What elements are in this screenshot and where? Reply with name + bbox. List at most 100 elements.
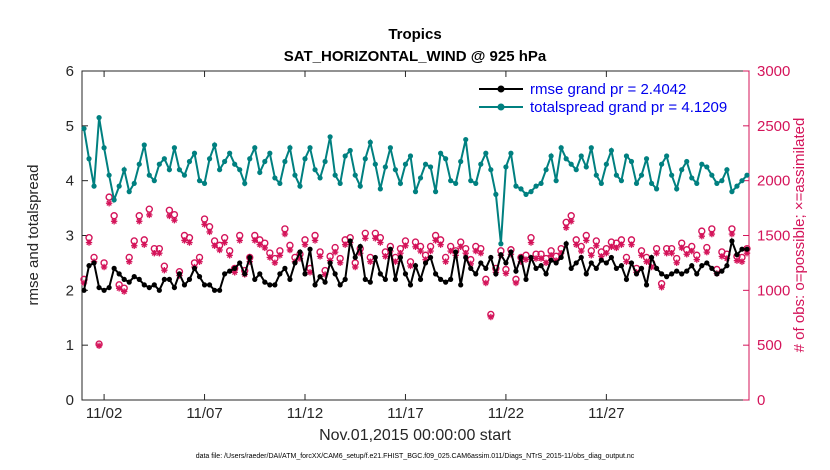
rmse-point: [96, 284, 102, 291]
rmse-point: [613, 265, 620, 271]
totalspread-point: [448, 178, 454, 184]
rmse-point: [126, 279, 132, 285]
obs-assimilated-point: [110, 218, 118, 225]
obs-assimilated-point: [562, 224, 570, 231]
totalspread-point: [689, 175, 695, 181]
obs-assimilated-point: [85, 239, 93, 246]
rmse-point: [543, 271, 549, 277]
obs-assimilated-point: [105, 200, 113, 207]
obs-assimilated-point: [316, 253, 324, 260]
totalspread-point: [679, 167, 685, 173]
rmse-point: [588, 260, 594, 266]
totalspread-point: [578, 153, 584, 159]
rmse-point: [327, 260, 333, 266]
totalspread-point: [427, 164, 434, 170]
totalspread-point: [297, 183, 303, 189]
obs-assimilated-point: [482, 279, 490, 287]
rmse-point: [432, 271, 439, 277]
totalspread-point: [377, 186, 383, 192]
legend-totalspread-label: totalspread grand pr = 4.1209: [530, 99, 727, 116]
rmse-point: [317, 274, 323, 280]
totalspread-point: [598, 180, 604, 187]
chart-subtitle: SAT_HORIZONTAL_WIND @ 925 hPa: [284, 48, 547, 65]
rmse-point: [468, 265, 474, 271]
totalspread-point: [337, 180, 343, 187]
totalspread-point: [488, 167, 494, 173]
rmse-point: [704, 260, 710, 266]
rmse-point: [166, 276, 172, 282]
rmse-point: [694, 271, 700, 277]
rmse-point: [633, 271, 640, 277]
rmse-point: [121, 276, 127, 282]
y-right-tick-label: 2500: [757, 118, 790, 135]
obs-assimilated-point: [708, 230, 716, 238]
rmse-point: [473, 271, 479, 277]
rmse-point: [523, 276, 529, 282]
obs-assimilated-point: [477, 250, 484, 257]
rmse-point: [618, 263, 625, 269]
totalspread-point: [156, 161, 162, 167]
rmse-point: [438, 276, 444, 282]
totalspread-point: [327, 134, 333, 140]
totalspread-point: [694, 180, 700, 187]
obs-assimilated-point: [186, 239, 193, 246]
obs-assimilated-point: [281, 230, 289, 238]
totalspread-point: [292, 172, 298, 178]
rmse-point: [669, 271, 675, 277]
totalspread-point: [136, 161, 142, 167]
obs-assimilated-point: [688, 247, 695, 255]
obs-assimilated-point: [382, 253, 389, 260]
obs-assimilated-point: [628, 241, 635, 248]
obs-assimilated-point: [442, 258, 449, 265]
y-left-axis: 0 1 2 3 4 5 6: [66, 63, 88, 409]
rmse-point: [111, 265, 117, 271]
totalspread-point: [126, 189, 132, 195]
totalspread-point: [206, 156, 213, 162]
totalspread-point: [648, 180, 655, 187]
totalspread-point: [453, 180, 459, 187]
totalspread-point: [342, 153, 348, 159]
totalspread-point: [699, 161, 705, 167]
obs-assimilated-point: [588, 252, 595, 259]
rmse-point: [252, 276, 258, 282]
rmse-point: [548, 257, 554, 263]
rmse-point: [141, 282, 147, 288]
rmse-point: [186, 276, 193, 282]
rmse-point: [257, 271, 263, 277]
obs-assimilated-point: [658, 284, 665, 291]
totalspread-point: [669, 172, 675, 178]
totalspread-point: [151, 178, 157, 184]
y-right-tick-label: 1500: [757, 228, 790, 245]
totalspread-point: [272, 175, 278, 181]
totalspread-point: [638, 172, 645, 178]
rmse-point: [262, 279, 268, 285]
totalspread-point: [734, 183, 740, 189]
rmse-point: [558, 254, 564, 261]
obs-assimilated-point: [668, 250, 675, 257]
totalspread-point: [91, 183, 97, 189]
chart-title: Tropics: [388, 26, 441, 43]
y-right-axis: 0 500 1000 1500 2000 2500 3000: [743, 63, 790, 409]
totalspread-point: [191, 150, 198, 156]
rmse-point: [734, 252, 740, 258]
obs-assimilated-point: [301, 241, 309, 248]
rmse-point: [518, 254, 524, 261]
rmse-point: [136, 276, 142, 282]
totalspread-point: [131, 180, 137, 187]
obs-assimilated-point: [683, 251, 690, 258]
rmse-point: [427, 254, 434, 261]
rmse-point: [603, 260, 609, 266]
totalspread-point: [498, 241, 504, 247]
rmse-point: [131, 274, 137, 280]
totalspread-point: [106, 172, 112, 178]
totalspread-point: [277, 180, 283, 187]
rmse-point: [648, 254, 655, 261]
rmse-point: [332, 271, 338, 277]
totalspread-point: [332, 172, 338, 178]
rmse-point: [478, 260, 484, 266]
totalspread-point: [618, 178, 625, 184]
totalspread-point: [402, 161, 409, 167]
obs-assimilated-point: [417, 247, 424, 255]
totalspread-point: [161, 156, 167, 162]
totalspread-point: [121, 167, 127, 173]
